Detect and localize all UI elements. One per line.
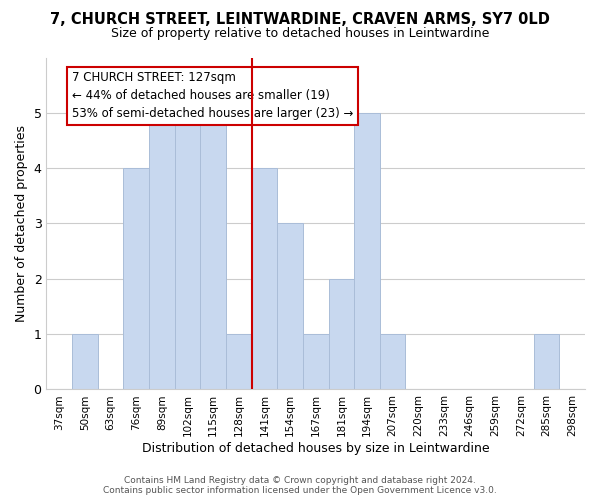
Bar	[354, 113, 380, 390]
Y-axis label: Number of detached properties: Number of detached properties	[15, 125, 28, 322]
Bar	[251, 168, 277, 390]
Bar	[226, 334, 251, 390]
Text: Contains HM Land Registry data © Crown copyright and database right 2024.
Contai: Contains HM Land Registry data © Crown c…	[103, 476, 497, 495]
Bar	[329, 279, 354, 390]
Text: Size of property relative to detached houses in Leintwardine: Size of property relative to detached ho…	[111, 28, 489, 40]
Bar	[303, 334, 329, 390]
Bar	[72, 334, 98, 390]
Bar	[149, 113, 175, 390]
Text: 7, CHURCH STREET, LEINTWARDINE, CRAVEN ARMS, SY7 0LD: 7, CHURCH STREET, LEINTWARDINE, CRAVEN A…	[50, 12, 550, 28]
Bar	[200, 113, 226, 390]
X-axis label: Distribution of detached houses by size in Leintwardine: Distribution of detached houses by size …	[142, 442, 490, 455]
Bar	[277, 224, 303, 390]
Bar	[175, 113, 200, 390]
Text: 7 CHURCH STREET: 127sqm
← 44% of detached houses are smaller (19)
53% of semi-de: 7 CHURCH STREET: 127sqm ← 44% of detache…	[72, 72, 353, 120]
Bar	[534, 334, 559, 390]
Bar	[124, 168, 149, 390]
Bar	[380, 334, 406, 390]
